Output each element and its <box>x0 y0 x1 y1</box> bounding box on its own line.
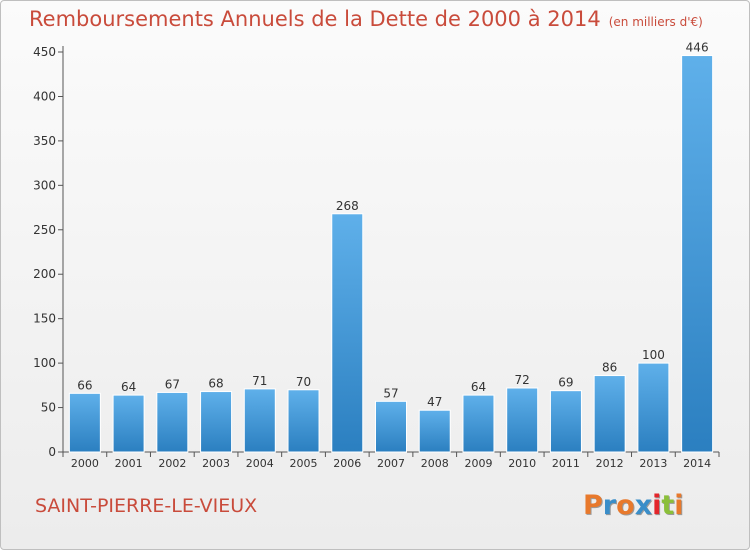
x-tick-label: 2009 <box>464 457 492 470</box>
y-axis: 0 50 100 150 200 250 300 350 400 450 <box>33 45 64 459</box>
bar-value-label: 68 <box>208 377 223 391</box>
bar-2010 <box>506 387 539 453</box>
y-tick-label: 0 <box>48 445 56 459</box>
bar-2005 <box>287 389 320 453</box>
x-tick-label: 2007 <box>377 457 405 470</box>
bar-2014 <box>681 55 714 453</box>
x-tick-label: 2008 <box>421 457 449 470</box>
bar-value-label: 69 <box>558 376 573 390</box>
bar-2013 <box>637 362 670 453</box>
x-tick-label: 2006 <box>333 457 361 470</box>
x-tick-label: 2001 <box>115 457 143 470</box>
x-tick-label: 2004 <box>246 457 274 470</box>
x-tick-label: 2005 <box>290 457 318 470</box>
bar-value-label: 47 <box>427 395 442 409</box>
bar-value-label: 268 <box>336 199 359 213</box>
bar-value-label: 86 <box>602 361 617 375</box>
y-tick-label: 300 <box>33 178 56 192</box>
bar-value-label: 64 <box>471 380 486 394</box>
x-tick-label: 2002 <box>158 457 186 470</box>
x-tick-label: 2013 <box>639 457 667 470</box>
bar-2007 <box>375 400 407 453</box>
chart-title-text: Remboursements Annuels de la Dette de 20… <box>29 7 601 31</box>
x-tick-label: 2014 <box>683 457 711 470</box>
bar-2008 <box>418 409 451 453</box>
bar-2000 <box>68 392 101 453</box>
bar-value-label: 446 <box>686 41 709 55</box>
x-axis: 2000 2001 2002 2003 2004 2005 2006 2007 2008 2009… <box>62 451 720 470</box>
bar-2011 <box>549 390 582 453</box>
x-tick-label: 2000 <box>71 457 99 470</box>
proxiti-logo: Proxiti <box>583 490 684 521</box>
bar-2004 <box>243 388 276 453</box>
bar-value-label: 64 <box>121 380 136 394</box>
chart-subtitle: (en milliers d'€) <box>608 15 703 29</box>
y-tick-label: 250 <box>33 223 56 237</box>
bars: 66 64 67 68 71 70 268 57 47 64 72 69 86 100 446 <box>68 41 714 453</box>
bar-value-label: 71 <box>252 374 267 388</box>
bar-value-label: 70 <box>296 375 311 389</box>
y-tick-label: 350 <box>33 134 56 148</box>
bar-2012 <box>593 375 626 453</box>
x-tick-label: 2010 <box>508 457 536 470</box>
chart-title: Remboursements Annuels de la Dette de 20… <box>29 7 703 31</box>
bar-value-label: 57 <box>383 386 398 400</box>
x-tick-label: 2012 <box>596 457 624 470</box>
bar-value-label: 100 <box>642 348 665 362</box>
bar-2006 <box>331 213 364 453</box>
y-tick-label: 400 <box>33 89 56 103</box>
bar-2002 <box>156 391 189 453</box>
bar-value-label: 66 <box>77 378 92 392</box>
y-tick-label: 450 <box>33 45 56 59</box>
bar-2003 <box>200 391 233 453</box>
bar-value-label: 67 <box>165 377 180 391</box>
bar-value-label: 72 <box>515 373 530 387</box>
bar-2001 <box>112 394 145 453</box>
y-tick-label: 200 <box>33 267 56 281</box>
y-tick-label: 50 <box>41 401 56 415</box>
y-tick-label: 150 <box>33 312 56 326</box>
y-tick-label: 100 <box>33 356 56 370</box>
commune-name: SAINT-PIERRE-LE-VIEUX <box>35 495 258 517</box>
bar-2009 <box>462 394 495 453</box>
x-tick-label: 2011 <box>552 457 580 470</box>
x-tick-label: 2003 <box>202 457 230 470</box>
